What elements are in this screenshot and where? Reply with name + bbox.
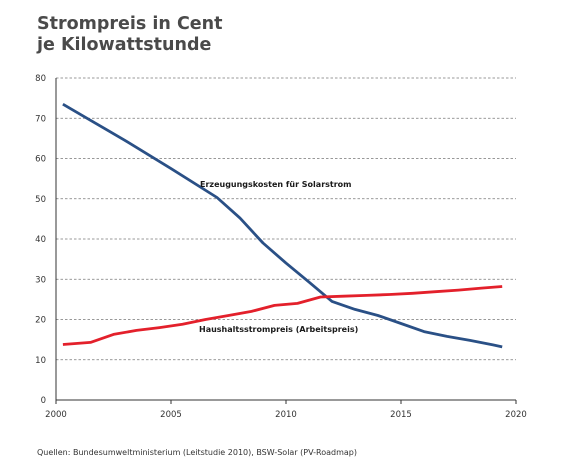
x-tick-label: 2000 [45,410,67,420]
source-note: Quellen: Bundesumweltministerium (Leitst… [37,448,357,457]
gridlines [55,77,516,401]
series-line-solarstrom [62,102,503,349]
series-lines [62,102,503,349]
y-tick-label: 10 [35,356,46,366]
y-tick-label: 20 [35,316,46,326]
y-tick-label: 70 [35,114,46,124]
annotation-solarstrom: Erzeugungskosten für Solarstrom [200,180,352,189]
series-line-haushaltsstrompreis [62,285,503,346]
chart-title-line-1: Strompreis in Cent [37,14,222,34]
x-axis-ticks: 2000 2005 2010 2015 2020 [45,400,527,420]
annotation-haushaltsstrompreis: Haushaltsstrompreis (Arbeitspreis) [199,325,358,334]
y-tick-label: 50 [35,195,46,205]
chart-title-line-2: je Kilowattstunde [36,35,211,55]
x-tick-label: 2015 [390,410,412,420]
y-tick-label: 40 [35,235,46,245]
y-tick-label: 80 [35,74,46,84]
x-tick-label: 2010 [275,410,297,420]
y-tick-label: 30 [35,275,46,285]
y-axis-ticks: 0 10 20 30 40 50 60 70 80 [35,74,46,406]
x-tick-label: 2020 [505,410,527,420]
y-tick-label: 0 [41,396,46,406]
x-tick-label: 2005 [160,410,182,420]
y-tick-label: 60 [35,155,46,165]
